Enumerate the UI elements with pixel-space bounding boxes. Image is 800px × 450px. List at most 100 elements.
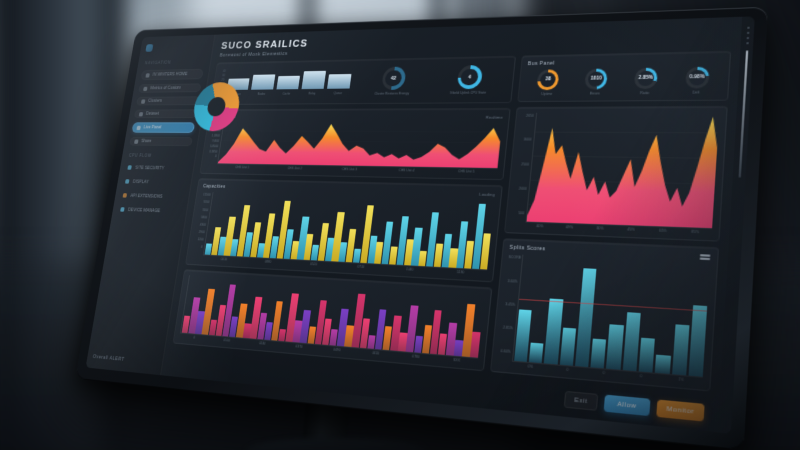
bar — [470, 331, 481, 358]
bar — [453, 340, 464, 357]
monitor-stand-base — [246, 438, 426, 450]
gauge-caption: Cluster Restores Energy — [374, 91, 410, 96]
bar — [351, 294, 366, 348]
sidebar-nav-display[interactable]: DISPLAY — [122, 177, 186, 188]
bar — [462, 303, 476, 358]
bar — [528, 342, 544, 364]
ring-cell-3: 0.98% Drift — [672, 66, 723, 94]
bar — [314, 300, 327, 345]
xtick: 0 — [566, 367, 569, 373]
xtick: 1040 — [405, 267, 414, 272]
ring-cell-1: 1010 Errors — [572, 68, 620, 95]
nav-label: API EXTENSIONS — [130, 192, 163, 200]
database-icon — [138, 111, 144, 116]
bar — [456, 221, 469, 269]
xtick: 0100 — [223, 338, 231, 343]
monitor-bezel: NAVIGATION IN WINTERS HOME Metrics of Cu… — [75, 6, 768, 450]
xtick: 30% — [596, 226, 604, 232]
bar — [590, 338, 607, 369]
sidebar-cta-label: CPU Flow — [128, 153, 152, 158]
sidebar-item-2[interactable]: Clusters — [136, 96, 200, 106]
card-header: Splits Scores — [509, 245, 711, 260]
bar — [381, 221, 394, 265]
scores-card: Splits Scores SCORE 3.60% 3.45% 2.81% 0.… — [489, 238, 720, 392]
ytick: 0 — [214, 154, 217, 159]
sidebar-item-3[interactable]: Dataset — [133, 109, 198, 119]
share-icon — [134, 139, 139, 144]
sidebar-item-1[interactable]: Metrics of Custom — [138, 83, 202, 93]
ring-cell-0: 38 Uptime — [525, 69, 572, 96]
card-title: Bus Panel — [527, 60, 555, 68]
ring-row: 38 Uptime 1010 Errors — [525, 66, 723, 96]
dense-plot-2 — [179, 275, 485, 359]
bar — [437, 333, 448, 355]
progress-ring: 1010 — [584, 68, 608, 90]
xtick: 0490 — [333, 347, 341, 353]
bar — [403, 239, 414, 266]
brand-logo-icon — [145, 44, 154, 52]
allow-button[interactable]: Allow — [603, 394, 651, 417]
sidebar-item-label: Dataset — [145, 111, 160, 117]
dense-bars-2 — [179, 275, 485, 359]
xtick: 0% — [527, 364, 534, 370]
bar — [441, 234, 452, 268]
xtick: 0240 — [258, 341, 266, 346]
bar — [688, 305, 708, 377]
xtick: 65% — [658, 228, 667, 234]
bar — [329, 329, 339, 346]
device-icon — [120, 207, 125, 212]
ytick: 3000 — [523, 137, 532, 142]
minibar: Nodes — [251, 74, 276, 96]
monitor-button[interactable]: Monitor — [656, 399, 705, 422]
ytick: 3,1850 — [208, 149, 218, 154]
dense-bar-card: Capacities Loading 11500 9200 7400 5800 … — [185, 178, 503, 283]
sidebar-nav-device[interactable]: DEVICE MANAGE — [117, 204, 181, 216]
progress-ring: 38 — [536, 69, 560, 91]
sidebar-nav-api[interactable]: API EXTENSIONS — [120, 190, 184, 202]
right-area-card: 2650 3000 2500 2000 500 — [503, 105, 728, 243]
sidebar-nav-security[interactable]: SITE SECURITY — [125, 163, 189, 174]
area-plot-surface — [216, 122, 503, 170]
scrollbar-thumb[interactable] — [737, 50, 748, 178]
kpi-card: 40 30 20 10 0 Server Nodes Cache Relay — [210, 55, 516, 106]
xtick: 0 — [602, 370, 606, 376]
sidebar-item-0[interactable]: IN WINTERS HOME — [140, 68, 204, 81]
ytick: 2500 — [521, 162, 530, 167]
ytick: 3.45% — [505, 301, 516, 307]
ytick: 9,800 — [211, 139, 220, 143]
bar — [426, 212, 440, 267]
bar — [421, 325, 433, 354]
grid-icon — [145, 72, 150, 78]
bar — [544, 298, 564, 365]
rail-dot — [746, 37, 749, 40]
progress-ring: 2.85% — [633, 67, 658, 90]
bar — [606, 324, 624, 370]
ytick: 5,8500 — [209, 144, 219, 148]
nav-label: DEVICE MANAGE — [127, 206, 161, 214]
sidebar-item-5[interactable]: Share — [129, 136, 193, 147]
ytick: 2650 — [525, 113, 534, 118]
card-header: Trends Realtime — [213, 114, 503, 120]
bar — [559, 327, 576, 366]
ytick: 2900 — [198, 229, 206, 234]
bar — [336, 308, 349, 347]
sidebar-item-label: Live Panel — [143, 124, 162, 131]
bar — [464, 240, 475, 269]
card-subtitle: Loading — [478, 191, 495, 198]
xtick: 0520 — [309, 261, 318, 267]
ring-value: 38 — [545, 77, 552, 83]
minibar-label: Queue — [333, 91, 343, 96]
bar — [513, 309, 532, 362]
bar — [638, 337, 656, 373]
exit-button[interactable]: Exit — [563, 390, 599, 411]
monitor-display: NAVIGATION IN WINTERS HOME Metrics of Cu… — [75, 6, 768, 450]
sidebar-section-label: NAVIGATION — [144, 60, 172, 66]
scores-plot: SCORE 3.60% 3.45% 2.81% 0.60% — [498, 254, 710, 379]
right-area-svg — [526, 116, 719, 229]
gauge-caption: Shield Uplink CPU State — [449, 90, 487, 95]
gauge-value: 42 — [390, 75, 397, 82]
menu-icon[interactable] — [699, 254, 711, 260]
sidebar-item-4-active[interactable]: Live Panel — [131, 122, 196, 133]
bar — [374, 242, 384, 264]
